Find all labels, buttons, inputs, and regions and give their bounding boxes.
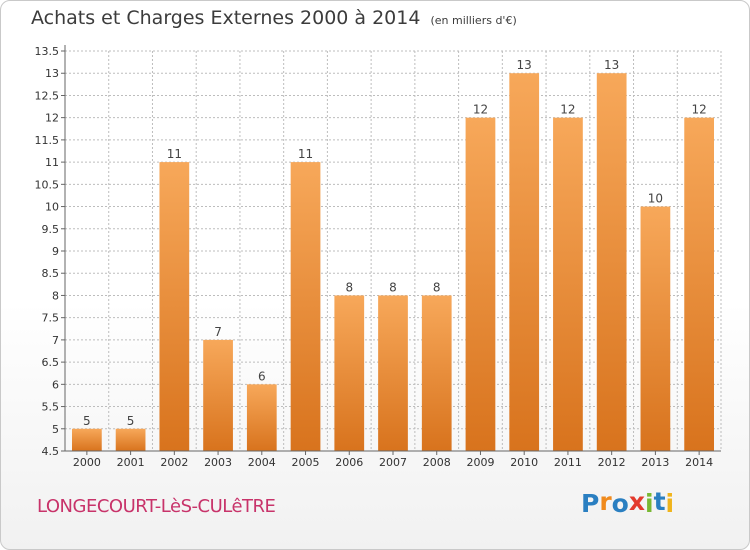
data-label: 11 bbox=[298, 147, 313, 161]
data-label: 6 bbox=[258, 369, 266, 383]
x-tick-label: 2002 bbox=[160, 456, 188, 469]
logo-letter: o bbox=[611, 489, 629, 518]
y-tick-label: 13.5 bbox=[35, 45, 60, 58]
bar bbox=[553, 117, 583, 452]
axes: 4.5 5 5.5 6 6.5 7 7.5 8 8.5 9 9.5 10 10.5 11 11.5 12 12.… bbox=[35, 45, 721, 469]
data-label: 13 bbox=[517, 58, 532, 72]
data-label: 8 bbox=[389, 280, 397, 294]
y-tick-label: 10 bbox=[45, 201, 59, 214]
bar bbox=[640, 206, 671, 451]
data-label: 8 bbox=[345, 280, 353, 294]
y-tick-label: 11.5 bbox=[35, 134, 60, 147]
chart-subtitle: (en milliers d'€) bbox=[430, 14, 517, 27]
x-tick-label: 2011 bbox=[554, 456, 582, 469]
y-tick-label: 12.5 bbox=[35, 89, 60, 102]
bar bbox=[509, 73, 540, 451]
proxiti-logo: Proxiti bbox=[581, 487, 675, 518]
x-tick-label: 2008 bbox=[423, 456, 451, 469]
y-tick-label: 5.5 bbox=[42, 401, 60, 414]
bar bbox=[290, 162, 321, 451]
bar bbox=[334, 295, 365, 451]
bars bbox=[71, 73, 715, 452]
bar bbox=[684, 117, 715, 452]
x-tick-label: 2010 bbox=[510, 456, 538, 469]
chart-title-text: Achats et Charges Externes 2000 à 2014 bbox=[31, 7, 421, 29]
logo-letter: P bbox=[581, 489, 600, 518]
data-labels: 5 5 11 7 6 11 8 8 8 12 13 12 13 10 12 bbox=[83, 58, 707, 428]
bar bbox=[203, 339, 233, 451]
x-tick-label: 2012 bbox=[598, 456, 626, 469]
bar bbox=[71, 428, 102, 451]
data-label: 13 bbox=[604, 58, 619, 72]
x-tick-label: 2014 bbox=[685, 456, 713, 469]
x-tick-label: 2006 bbox=[335, 456, 363, 469]
x-tick-label: 2000 bbox=[73, 456, 101, 469]
logo-letter: t bbox=[653, 487, 666, 516]
data-label: 12 bbox=[473, 103, 488, 117]
bar bbox=[378, 295, 408, 451]
bar bbox=[159, 162, 190, 451]
y-tick-label: 8 bbox=[52, 289, 59, 302]
data-label: 5 bbox=[127, 414, 135, 428]
bar bbox=[596, 73, 627, 451]
y-tick-label: 9.5 bbox=[42, 223, 60, 236]
data-label: 12 bbox=[560, 103, 575, 117]
logo-letter: x bbox=[628, 487, 645, 516]
x-tick-label: 2005 bbox=[292, 456, 320, 469]
y-tick-label: 9 bbox=[52, 245, 59, 258]
bar bbox=[115, 428, 146, 451]
y-tick-label: 10.5 bbox=[35, 178, 60, 191]
chart-title: Achats et Charges Externes 2000 à 2014 (e… bbox=[31, 7, 517, 29]
y-tick-label: 11 bbox=[45, 156, 59, 169]
x-tick-label: 2013 bbox=[641, 456, 669, 469]
y-tick-label: 4.5 bbox=[42, 445, 60, 458]
y-tick-label: 6 bbox=[52, 378, 59, 391]
y-tick-label: 6.5 bbox=[42, 356, 60, 369]
bar bbox=[421, 295, 452, 451]
y-tick-label: 7.5 bbox=[42, 312, 60, 325]
y-tick-label: 13 bbox=[45, 67, 59, 80]
data-label: 12 bbox=[691, 103, 706, 117]
logo-letter: r bbox=[599, 487, 612, 516]
data-label: 11 bbox=[167, 147, 182, 161]
x-tick-label: 2001 bbox=[117, 456, 145, 469]
logo-letter: i bbox=[665, 489, 675, 518]
y-tick-label: 12 bbox=[45, 112, 59, 125]
data-label: 10 bbox=[648, 192, 663, 206]
x-tick-label: 2004 bbox=[248, 456, 276, 469]
y-tick-label: 7 bbox=[52, 334, 59, 347]
bar bbox=[465, 117, 496, 452]
bar bbox=[246, 384, 277, 451]
y-tick-label: 5 bbox=[52, 423, 59, 436]
x-tick-label: 2007 bbox=[379, 456, 407, 469]
commune-name: LONGECOURT-LèS-CULêTRE bbox=[37, 496, 276, 517]
y-tick-label: 8.5 bbox=[42, 267, 60, 280]
x-tick-label: 2009 bbox=[466, 456, 494, 469]
data-label: 7 bbox=[214, 325, 222, 339]
data-label: 5 bbox=[83, 414, 91, 428]
x-tick-label: 2003 bbox=[204, 456, 232, 469]
data-label: 8 bbox=[433, 280, 441, 294]
logo-letter: i bbox=[645, 489, 654, 518]
